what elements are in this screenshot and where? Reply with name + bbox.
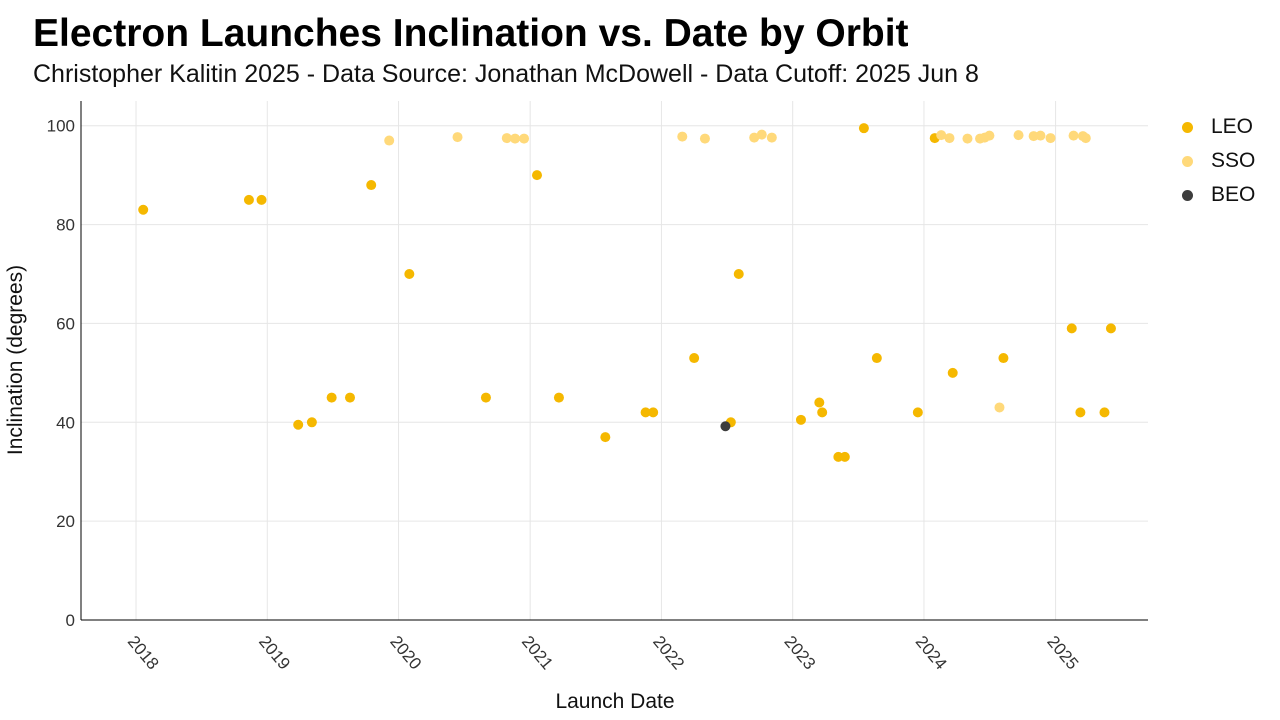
data-point-sso bbox=[936, 130, 947, 141]
data-point-leo bbox=[795, 414, 806, 425]
data-point-leo bbox=[366, 180, 377, 191]
data-point-leo bbox=[293, 419, 304, 430]
data-point-leo bbox=[532, 170, 543, 181]
y-tick-label: 100 bbox=[47, 117, 75, 136]
data-point-sso bbox=[519, 133, 530, 144]
data-point-leo bbox=[814, 397, 825, 408]
data-point-leo bbox=[1075, 407, 1086, 418]
data-point-leo bbox=[871, 353, 882, 364]
data-point-leo bbox=[326, 392, 337, 403]
y-tick-label: 20 bbox=[56, 512, 75, 531]
chart-title: Electron Launches Inclination vs. Date b… bbox=[33, 12, 909, 55]
data-point-sso bbox=[984, 130, 995, 141]
data-point-sso bbox=[1080, 133, 1091, 144]
x-tick-label: 2025 bbox=[1043, 632, 1082, 673]
data-point-leo bbox=[947, 367, 958, 378]
data-point-leo bbox=[1105, 323, 1116, 334]
legend-item-leo: LEO bbox=[1182, 110, 1255, 144]
data-point-leo bbox=[344, 392, 355, 403]
x-axis-title: Launch Date bbox=[555, 690, 674, 713]
legend-label-beo: BEO bbox=[1211, 183, 1256, 206]
data-point-sso bbox=[510, 133, 521, 144]
data-point-sso bbox=[1068, 130, 1079, 141]
x-tick-label: 2021 bbox=[518, 632, 557, 673]
data-point-leo bbox=[600, 432, 611, 443]
legend: LEO SSO BEO bbox=[1182, 110, 1255, 212]
x-tick-label: 2022 bbox=[649, 632, 688, 673]
data-point-sso bbox=[749, 132, 760, 143]
y-tick-labels: 0 20 40 60 80 100 bbox=[47, 117, 75, 630]
x-tick-label: 2018 bbox=[124, 632, 163, 673]
data-points bbox=[138, 123, 1116, 462]
data-point-sso bbox=[1013, 130, 1024, 141]
data-point-sso bbox=[501, 133, 512, 144]
data-point-leo bbox=[640, 407, 651, 418]
data-point-leo bbox=[817, 407, 828, 418]
x-tick-labels: 2018 2019 2020 2021 2022 2023 2024 2025 bbox=[124, 632, 1082, 673]
data-point-sso bbox=[452, 132, 463, 143]
data-point-leo bbox=[480, 392, 491, 403]
data-point-leo bbox=[689, 353, 700, 364]
data-point-leo bbox=[733, 269, 744, 279]
y-tick-label: 0 bbox=[66, 611, 75, 630]
chart-subtitle: Christopher Kalitin 2025 - Data Source: … bbox=[33, 60, 979, 88]
x-tick-label: 2024 bbox=[912, 632, 951, 673]
data-point-sso bbox=[962, 133, 973, 144]
data-point-leo bbox=[404, 269, 415, 279]
x-tick-label: 2020 bbox=[386, 632, 425, 673]
data-point-leo bbox=[648, 407, 659, 418]
legend-marker-leo bbox=[1182, 121, 1193, 133]
data-point-leo bbox=[256, 194, 267, 205]
data-point-sso bbox=[756, 129, 767, 140]
axes bbox=[80, 101, 1148, 621]
data-point-sso bbox=[944, 133, 955, 144]
data-point-sso bbox=[1035, 130, 1046, 141]
data-point-leo bbox=[998, 353, 1009, 364]
data-point-sso bbox=[994, 402, 1005, 413]
data-point-leo bbox=[553, 392, 564, 403]
data-point-sso bbox=[1045, 133, 1056, 144]
data-point-leo bbox=[1099, 407, 1110, 418]
data-point-leo bbox=[912, 407, 923, 418]
legend-marker-sso bbox=[1182, 155, 1193, 167]
data-point-sso bbox=[766, 132, 777, 143]
legend-item-beo: BEO bbox=[1182, 178, 1255, 212]
legend-label-leo: LEO bbox=[1211, 115, 1254, 138]
x-tick-label: 2023 bbox=[780, 632, 819, 673]
data-point-leo bbox=[1066, 323, 1077, 334]
grid-lines bbox=[81, 101, 1148, 620]
legend-item-sso: SSO bbox=[1182, 144, 1255, 178]
legend-label-sso: SSO bbox=[1211, 149, 1256, 172]
x-tick-label: 2019 bbox=[255, 632, 294, 673]
data-point-beo bbox=[720, 421, 731, 432]
data-point-sso bbox=[677, 131, 688, 142]
data-point-sso bbox=[384, 135, 395, 146]
legend-marker-beo bbox=[1182, 189, 1193, 201]
y-tick-label: 40 bbox=[56, 413, 75, 432]
data-point-leo bbox=[138, 204, 149, 215]
data-point-leo bbox=[858, 123, 869, 134]
y-tick-label: 80 bbox=[56, 216, 75, 235]
y-tick-label: 60 bbox=[56, 314, 75, 333]
data-point-sso bbox=[699, 133, 710, 144]
data-point-leo bbox=[243, 194, 254, 205]
data-point-leo bbox=[306, 417, 317, 428]
data-point-leo bbox=[839, 451, 850, 462]
y-axis-title: Inclination (degrees) bbox=[4, 265, 27, 455]
